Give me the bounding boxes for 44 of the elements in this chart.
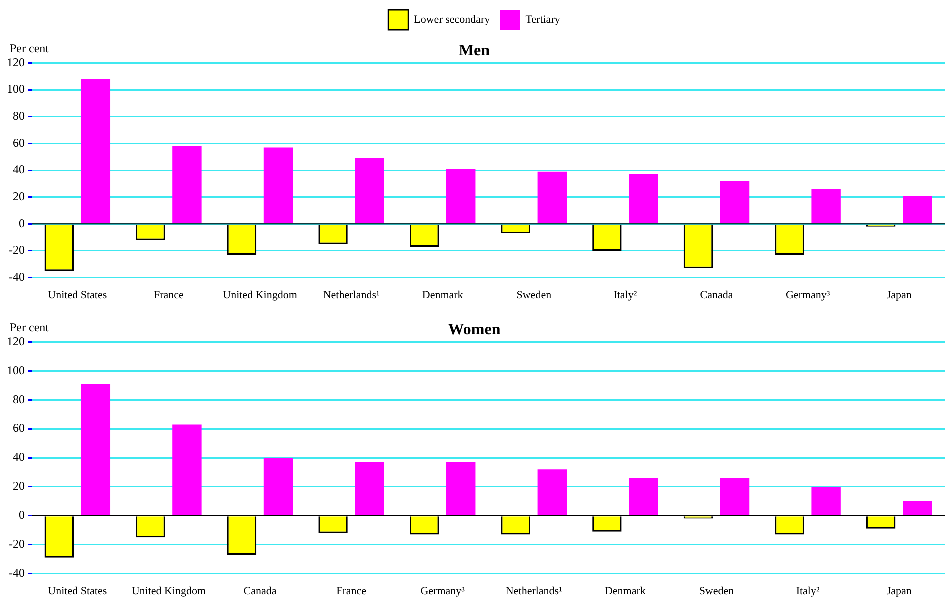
y-tick-label: 60 [13,136,25,150]
x-tick-label: Japan [886,289,912,302]
y-tick-label: -20 [9,243,25,258]
y-tick-label: 20 [13,189,25,204]
legend-label: Lower secondary [414,14,491,26]
x-tick-label: Netherlands¹ [506,585,562,598]
chart-title: Men [458,42,490,60]
x-tick-label: Sweden [516,289,552,302]
x-tick-label: United Kingdom [223,289,298,302]
x-tick-label: Netherlands¹ [323,289,380,302]
x-tick-label: United States [48,585,108,598]
x-tick-label: France [154,289,184,302]
y-tick-label: -40 [9,566,25,580]
x-tick-label: Canada [244,585,277,598]
x-tick-label: Italy² [614,289,638,302]
y-tick-label: 120 [7,55,25,70]
legend-label: Tertiary [526,14,561,26]
x-tick-label: France [336,585,367,598]
x-tick-label: United States [48,289,108,302]
y-tick-label: 40 [13,162,25,177]
y-tick-label: 100 [7,363,25,378]
y-axis-title: Per cent [10,320,50,334]
y-tick-label: 20 [13,479,25,494]
y-tick-label: 60 [13,421,25,436]
x-tick-label: Denmark [422,289,464,302]
y-tick-label: 0 [19,508,25,522]
x-tick-label: United Kingdom [132,585,207,598]
y-axis-title: Per cent [10,41,50,56]
x-tick-label: Germany³ [420,585,466,598]
y-tick-label: 0 [19,216,25,230]
y-tick-label: 80 [13,109,25,124]
x-tick-label: Japan [886,585,912,598]
x-tick-label: Canada [700,289,734,302]
chart-title: Women [448,322,501,339]
x-tick-label: Italy² [796,585,820,598]
y-tick-label: 120 [7,334,25,348]
y-tick-label: 100 [7,82,25,96]
x-tick-label: Sweden [699,585,735,598]
y-tick-label: 40 [13,450,25,464]
x-tick-label: Denmark [604,585,646,598]
y-tick-label: 80 [13,392,25,406]
y-tick-label: -40 [9,270,25,284]
x-tick-label: Germany³ [786,289,831,302]
y-tick-label: -20 [9,537,25,552]
